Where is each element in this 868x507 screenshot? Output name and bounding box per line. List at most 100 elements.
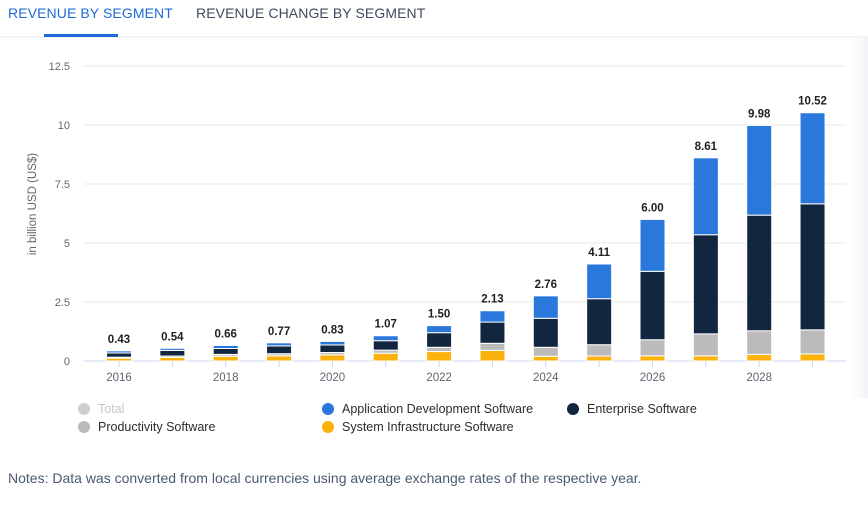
bar-segment-system-infra[interactable]	[639, 355, 666, 362]
bar-segment-productivity[interactable]	[692, 333, 719, 357]
y-tick-label: 10	[58, 120, 70, 132]
x-tick-label: 2020	[320, 372, 346, 384]
bar-segment-app-dev[interactable]	[746, 124, 773, 216]
bar-segment-app-dev[interactable]	[639, 218, 666, 272]
bar-segment-productivity[interactable]	[746, 330, 773, 355]
stacked-bar-chart: 0 2.5 5 7.5 10 12.5 in billion USD (US$) 0.43…	[27, 61, 846, 384]
bar-segment-app-dev[interactable]	[106, 350, 132, 354]
scroll-shade	[850, 38, 868, 398]
legend-item-enterprise-software[interactable]: Enterprise Software	[567, 402, 697, 416]
bar-segment-system-infra[interactable]	[212, 355, 239, 362]
bar-segment-system-infra[interactable]	[372, 352, 399, 362]
bar-segment-enterprise[interactable]	[746, 214, 773, 332]
bar-total-label: 1.07	[375, 319, 397, 331]
bar-segment-system-infra[interactable]	[586, 355, 613, 362]
legend-label: System Infrastructure Software	[342, 420, 514, 434]
tab-bar: REVENUE BY SEGMENT REVENUE CHANGE BY SEG…	[0, 0, 868, 38]
legend-item-application-development-software[interactable]: Application Development Software	[322, 402, 533, 416]
bar-total-label: 6.00	[641, 202, 663, 214]
y-tick-label: 0	[64, 356, 70, 368]
bar-segment-system-infra[interactable]	[532, 355, 559, 362]
bar-segment-enterprise[interactable]	[319, 344, 346, 354]
bar-segment-productivity[interactable]	[532, 346, 559, 357]
bar-segment-enterprise[interactable]	[479, 321, 506, 344]
x-tick-label: 2028	[746, 372, 772, 384]
bar-segment-app-dev[interactable]	[212, 344, 239, 349]
bar-segment-app-dev[interactable]	[532, 295, 559, 319]
bar-segment-app-dev[interactable]	[692, 157, 719, 236]
legend-item-productivity-software[interactable]: Productivity Software	[78, 420, 215, 434]
bar-segment-enterprise[interactable]	[692, 234, 719, 335]
tab-revenue-by-segment[interactable]: REVENUE BY SEGMENT	[8, 5, 173, 21]
x-tick-label: 2016	[106, 372, 132, 384]
y-tick-label: 5	[64, 238, 70, 250]
bar-segment-app-dev[interactable]	[319, 340, 346, 346]
bar-segment-system-infra[interactable]	[159, 356, 186, 362]
bar-segment-productivity[interactable]	[586, 344, 613, 357]
legend-marker	[322, 421, 334, 433]
bar-segment-app-dev[interactable]	[479, 310, 506, 323]
x-tick-label: 2024	[533, 372, 559, 384]
bar-segment-app-dev[interactable]	[159, 347, 186, 351]
bar-total-label: 0.83	[321, 324, 343, 336]
bar-segment-productivity[interactable]	[479, 342, 506, 351]
bar-segment-enterprise[interactable]	[586, 298, 613, 346]
bar-segment-enterprise[interactable]	[266, 345, 293, 355]
x-tick-label: 2022	[426, 372, 452, 384]
bar-segment-enterprise[interactable]	[106, 352, 132, 358]
bar-segment-system-infra[interactable]	[426, 351, 453, 362]
bar-segment-productivity[interactable]	[639, 339, 666, 357]
bar-segment-enterprise[interactable]	[532, 317, 559, 348]
y-tick-label: 2.5	[55, 297, 70, 309]
bar-segment-app-dev[interactable]	[799, 112, 826, 205]
bar-total-label: 2.13	[481, 294, 503, 306]
bar-total-label: 2.76	[535, 279, 557, 291]
bar-segment-enterprise[interactable]	[639, 270, 666, 341]
tab-revenue-change-by-segment[interactable]: REVENUE CHANGE BY SEGMENT	[196, 5, 426, 21]
x-tick-label: 2018	[213, 372, 239, 384]
bar-segment-enterprise[interactable]	[212, 347, 239, 355]
bar-segment-app-dev[interactable]	[372, 335, 399, 342]
bar-total-label: 4.11	[588, 247, 610, 259]
bar-segment-app-dev[interactable]	[586, 263, 613, 300]
bar-segment-system-infra[interactable]	[746, 353, 773, 362]
bar-segment-enterprise[interactable]	[372, 340, 399, 351]
bar-segment-system-infra[interactable]	[266, 355, 293, 362]
legend-item-system-infrastructure-software[interactable]: System Infrastructure Software	[322, 420, 514, 434]
legend-marker	[78, 403, 90, 415]
bars	[106, 112, 826, 362]
bar-segment-enterprise[interactable]	[426, 332, 453, 348]
bar-segment-system-infra[interactable]	[319, 354, 346, 362]
x-tick-label: 2026	[640, 372, 666, 384]
y-tick-label: 12.5	[49, 61, 70, 73]
legend-label: Application Development Software	[342, 402, 534, 416]
legend-label: Productivity Software	[98, 420, 216, 434]
total-labels: 0.43 0.54 0.66 0.77 0.83 1.07 1.50 2.13 2.76 4.11…	[108, 96, 827, 346]
active-tab-indicator	[44, 34, 118, 37]
bar-total-label: 8.61	[695, 141, 718, 153]
legend-label: Enterprise Software	[587, 402, 697, 416]
bar-segment-system-infra[interactable]	[692, 355, 719, 362]
chart-legend: Total Productivity Software Application De…	[0, 398, 868, 442]
legend-marker	[567, 403, 579, 415]
bar-segment-system-infra[interactable]	[799, 353, 826, 362]
legend-marker	[322, 403, 334, 415]
bar-total-label: 0.43	[108, 334, 130, 346]
bar-total-label: 0.66	[215, 328, 237, 340]
bar-total-label: 1.50	[428, 309, 450, 321]
grid-lines	[84, 65, 846, 362]
bar-segment-productivity[interactable]	[426, 346, 453, 353]
y-tick-label: 7.5	[55, 179, 70, 191]
bar-segment-system-infra[interactable]	[479, 349, 506, 362]
bar-total-label: 0.77	[268, 326, 290, 338]
bar-segment-app-dev[interactable]	[426, 325, 453, 334]
bar-segment-app-dev[interactable]	[266, 342, 293, 347]
bar-segment-enterprise[interactable]	[799, 203, 826, 331]
y-axis-ticks: 0 2.5 5 7.5 10 12.5	[49, 61, 70, 368]
bar-segment-enterprise[interactable]	[159, 349, 186, 357]
bar-total-label: 9.98	[748, 108, 771, 120]
chart-notes: Notes: Data was converted from local cur…	[8, 470, 642, 486]
legend-item-total[interactable]: Total	[78, 402, 124, 416]
bar-total-label: 10.52	[798, 96, 827, 108]
bar-segment-productivity[interactable]	[799, 329, 826, 355]
